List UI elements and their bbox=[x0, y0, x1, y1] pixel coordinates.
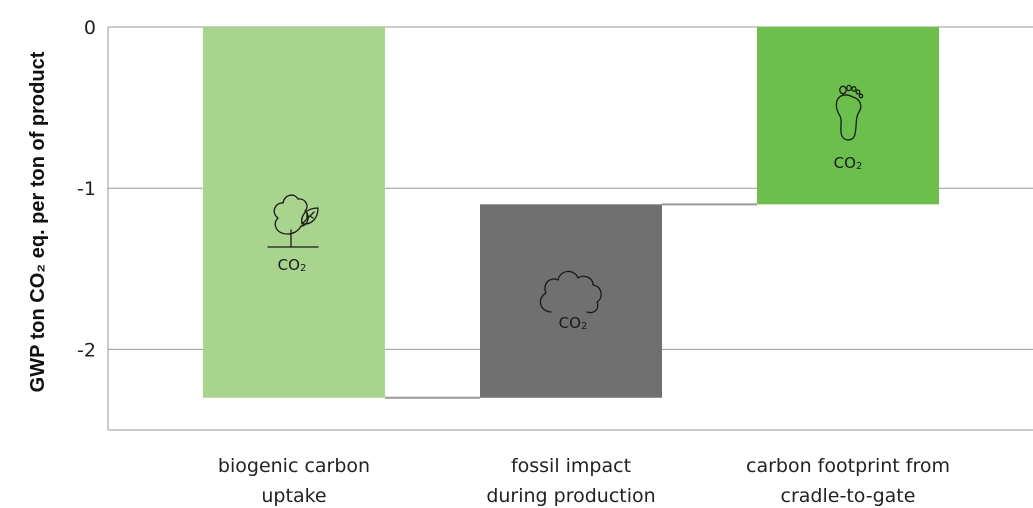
cloud-icon: CO2 bbox=[539, 270, 602, 332]
y-tick-label: 0 bbox=[84, 17, 96, 39]
y-tick-label: -1 bbox=[77, 178, 96, 200]
category-label: uptake bbox=[261, 485, 326, 507]
connector-lines bbox=[385, 203, 757, 399]
y-tick-label: -2 bbox=[77, 339, 96, 361]
bars bbox=[203, 27, 939, 398]
co2-label: CO2 bbox=[278, 256, 307, 274]
y-axis-label: GWP ton CO₂ eq. per ton of product bbox=[27, 51, 49, 392]
co2-label: CO2 bbox=[834, 154, 863, 172]
bar-1 bbox=[203, 27, 385, 398]
category-label: biogenic carbon bbox=[218, 455, 370, 477]
tree-leaf-icon: CO2 bbox=[267, 194, 319, 274]
x-category-labels: biogenic carbon uptake fossil impact during… bbox=[218, 455, 950, 507]
y-tick-labels: 0 -1 -2 bbox=[77, 17, 96, 361]
category-label: during production bbox=[486, 485, 655, 507]
bar-icons: CO2 CO2 CO2 bbox=[267, 84, 864, 332]
category-label: fossil impact bbox=[511, 455, 631, 477]
co2-label: CO2 bbox=[559, 314, 588, 332]
category-label: carbon footprint from bbox=[746, 455, 950, 477]
bar-2 bbox=[480, 204, 662, 398]
bar-3 bbox=[757, 27, 939, 205]
category-label: cradle-to-gate bbox=[781, 485, 916, 507]
footprint-icon: CO2 bbox=[834, 84, 864, 172]
axes bbox=[107, 27, 1033, 431]
